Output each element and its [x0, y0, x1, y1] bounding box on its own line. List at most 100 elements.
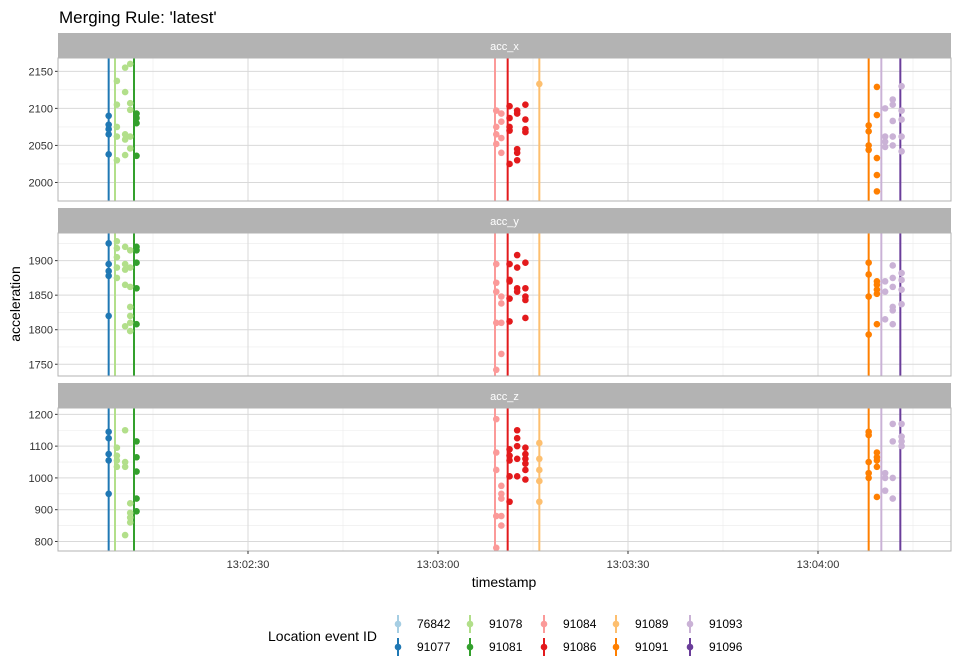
data-point-91093 — [889, 420, 897, 428]
data-point-91084 — [498, 482, 505, 490]
data-point-91093 — [889, 274, 897, 282]
data-point-91078 — [121, 322, 129, 330]
legend-label: 91096 — [709, 640, 743, 654]
data-point-91078 — [113, 123, 121, 131]
data-point-91077 — [105, 131, 112, 138]
data-point-91084 — [492, 140, 500, 148]
data-point-91084 — [498, 490, 505, 498]
panel-border — [57, 407, 952, 552]
data-point-91077 — [105, 151, 112, 158]
data-point-91078 — [113, 264, 121, 271]
data-point-91078 — [113, 101, 121, 108]
data-point-91081 — [133, 259, 140, 267]
legend-item-91078: 91078 — [466, 615, 523, 633]
data-point-91091 — [873, 290, 881, 298]
data-point-91093 — [898, 442, 905, 450]
data-point-91091 — [865, 469, 872, 477]
facet-strip — [58, 383, 951, 408]
data-point-91086 — [522, 460, 529, 467]
data-point-91093 — [898, 148, 905, 155]
panel-border — [57, 232, 952, 377]
legend-item-91096: 91096 — [686, 638, 743, 656]
data-point-91086 — [513, 251, 521, 259]
data-point-91089 — [536, 477, 543, 485]
data-point-91078 — [126, 509, 134, 517]
panel-background — [58, 408, 951, 551]
data-point-91093 — [889, 133, 897, 140]
legend: Location event ID 76842 91077 91078 91081 91… — [268, 615, 743, 656]
data-point-91078 — [121, 151, 129, 159]
data-point-91093 — [898, 276, 905, 284]
panel-acc_z: acc_z 800 900 1000 1100 1200 — [29, 383, 952, 552]
data-point-91091 — [873, 111, 881, 119]
data-point-91077 — [105, 272, 112, 280]
legend-label: 91086 — [563, 640, 597, 654]
panel-acc_y: acc_y 1750 1800 1850 1900 — [29, 208, 952, 377]
y-tick-label: 1850 — [29, 290, 53, 302]
data-point-91086 — [506, 457, 513, 464]
data-point-91081 — [133, 438, 140, 445]
data-point-91081 — [133, 320, 140, 328]
data-point-91086 — [522, 450, 529, 458]
legend-label: 91093 — [709, 617, 743, 631]
data-point-91089 — [536, 455, 543, 463]
x-axis-title: timestamp — [472, 574, 537, 590]
data-point-91086 — [506, 278, 513, 285]
legend-label: 91091 — [635, 640, 669, 654]
data-point-91078 — [113, 77, 121, 85]
data-point-91091 — [865, 293, 872, 300]
data-point-91078 — [126, 303, 134, 311]
data-point-91078 — [121, 458, 129, 466]
data-point-91093 — [881, 288, 889, 296]
data-point-91093 — [898, 107, 905, 114]
data-point-91089 — [536, 498, 543, 506]
data-point-91093 — [881, 133, 889, 140]
data-point-91086 — [506, 127, 513, 134]
data-point-91084 — [498, 495, 505, 502]
data-point-91078 — [126, 500, 134, 507]
data-point-91086 — [513, 434, 521, 442]
x-tick-label: 13:04:00 — [797, 559, 840, 571]
data-point-91077 — [105, 457, 112, 464]
data-point-91084 — [492, 131, 500, 138]
data-point-91078 — [121, 88, 129, 96]
data-point-91084 — [492, 466, 500, 474]
data-point-91091 — [865, 128, 872, 135]
legend-item-91093: 91093 — [686, 615, 743, 633]
data-point-91093 — [898, 433, 905, 440]
data-point-91089 — [536, 466, 543, 474]
data-point-91086 — [513, 264, 521, 271]
data-point-91091 — [865, 458, 872, 466]
data-point-91093 — [898, 438, 905, 445]
data-point-91078 — [121, 243, 129, 251]
panel-acc_x: acc_x 2000 2050 2100 2150 — [29, 33, 952, 202]
data-point-91093 — [881, 138, 889, 146]
facet-strip-label: acc_x — [490, 41, 519, 53]
data-point-91078 — [113, 244, 121, 252]
data-point-91091 — [865, 331, 872, 338]
data-point-91086 — [513, 442, 521, 450]
data-point-91086 — [506, 295, 513, 302]
data-point-91093 — [881, 487, 889, 494]
legend-title: Location event ID — [268, 628, 377, 644]
legend-item-91089: 91089 — [612, 615, 669, 633]
data-point-91086 — [506, 114, 513, 122]
data-point-91078 — [126, 60, 134, 68]
data-point-91093 — [881, 469, 889, 477]
facet-strip — [58, 33, 951, 58]
legend-label: 76842 — [417, 617, 451, 631]
data-point-91078 — [113, 274, 121, 282]
data-point-91091 — [873, 154, 881, 162]
x-tick-label: 13:03:30 — [607, 559, 650, 571]
data-point-91091 — [873, 457, 881, 464]
data-point-91086 — [506, 473, 513, 480]
data-point-91086 — [513, 110, 521, 117]
data-point-91093 — [881, 316, 889, 323]
data-point-91093 — [881, 278, 889, 285]
panel-border — [57, 57, 952, 202]
data-point-91093 — [889, 438, 897, 445]
data-point-91077 — [105, 434, 112, 442]
legend-label: 91089 — [635, 617, 669, 631]
data-point-91078 — [126, 145, 134, 152]
data-point-91086 — [506, 498, 513, 506]
